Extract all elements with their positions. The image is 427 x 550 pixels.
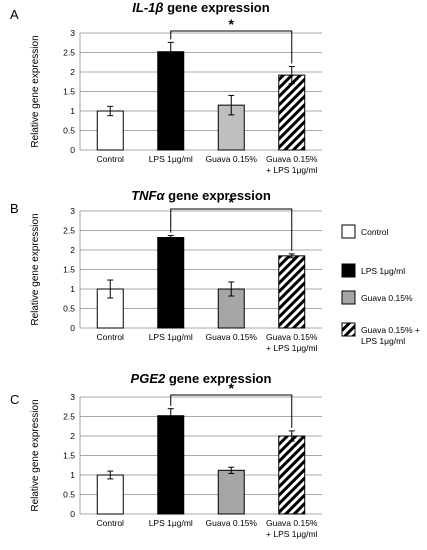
y-tick-label: 1 — [70, 470, 75, 480]
legend-label: Guava 0.15% + — [361, 325, 420, 335]
x-tick-label: LPS 1μg/ml — [149, 332, 193, 342]
legend-swatch — [341, 224, 356, 239]
significance-bracket — [170, 394, 293, 428]
y-tick-label: 3 — [70, 28, 75, 38]
x-tick-label: Guava 0.15% — [205, 518, 257, 528]
y-tick-label: 2 — [70, 245, 75, 255]
bar — [278, 435, 306, 515]
y-axis-label: Relative gene expression — [30, 399, 41, 511]
bar — [157, 237, 185, 329]
y-tick-label: 0.5 — [63, 126, 75, 136]
x-tick-label: Guava 0.15% — [266, 332, 318, 342]
chart-title-rest: gene expression — [165, 371, 271, 386]
legend-swatch — [341, 290, 356, 305]
y-tick-label: 0 — [70, 145, 75, 155]
chart-title-rest: gene expression — [165, 188, 271, 203]
significance-bracket — [170, 30, 293, 64]
x-tick-label: Guava 0.15% — [266, 518, 318, 528]
legend-swatch — [341, 322, 356, 337]
x-tick-label: + LPS 1μg/ml — [266, 165, 318, 175]
panel-letter: A — [10, 7, 19, 22]
bar — [278, 74, 306, 151]
legend-swatch — [341, 263, 356, 278]
y-tick-label: 1 — [70, 106, 75, 116]
chart-panel-a: A IL-1β gene expression 0 0.5 1 1.5 2 2.5 3 Relat… — [10, 0, 322, 175]
chart-title-italic: IL-1β — [132, 0, 163, 15]
panel-letter: C — [10, 392, 19, 407]
y-tick-label: 0 — [70, 509, 75, 519]
bar — [278, 255, 306, 329]
chart-panel-c: C PGE2 gene expression 0 0.5 1 1.5 2 2.5 3 Relati… — [10, 371, 322, 539]
y-tick-label: 2 — [70, 431, 75, 441]
significance-bracket — [170, 208, 293, 251]
chart-title-italic: PGE2 — [131, 371, 166, 386]
bar — [96, 110, 124, 151]
x-tick-label: Guava 0.15% — [205, 332, 257, 342]
y-tick-label: 2.5 — [63, 48, 75, 58]
y-tick-label: 0.5 — [63, 490, 75, 500]
chart-title: PGE2 gene expression — [131, 371, 272, 386]
bar — [217, 469, 245, 515]
x-tick-label: Control — [97, 518, 125, 528]
y-tick-label: 2.5 — [63, 226, 75, 236]
legend: Control LPS 1μg/ml Guava 0.15% Guava 0.15% … — [341, 224, 420, 346]
bar — [157, 51, 185, 151]
x-tick-label: + LPS 1μg/ml — [266, 343, 318, 353]
y-tick-label: 0 — [70, 323, 75, 333]
y-tick-label: 3 — [70, 206, 75, 216]
chart-panel-b: B TNFα gene expression 0 0.5 1 1.5 2 2.5 3 Relati… — [10, 188, 322, 353]
panel-letter: B — [10, 201, 19, 216]
x-tick-label: Control — [97, 154, 125, 164]
x-tick-label: LPS 1μg/ml — [149, 518, 193, 528]
x-tick-label: Guava 0.15% — [205, 154, 257, 164]
significance-label: * — [229, 380, 235, 396]
y-axis-label: Relative gene expression — [30, 213, 41, 325]
x-tick-label: Guava 0.15% — [266, 154, 318, 164]
x-tick-label: Control — [97, 332, 125, 342]
significance-label: * — [229, 194, 235, 210]
bar — [157, 415, 185, 515]
chart-title-italic: TNFα — [131, 188, 165, 203]
y-tick-label: 2.5 — [63, 412, 75, 422]
legend-label: LPS 1μg/ml — [361, 336, 405, 346]
x-tick-label: + LPS 1μg/ml — [266, 529, 318, 539]
chart-title-rest: gene expression — [163, 0, 269, 15]
legend-label: LPS 1μg/ml — [361, 266, 405, 276]
chart-title: IL-1β gene expression — [132, 0, 269, 15]
y-tick-label: 0.5 — [63, 304, 75, 314]
y-tick-label: 1.5 — [63, 451, 75, 461]
bar — [96, 474, 124, 515]
chart-title: TNFα gene expression — [131, 188, 271, 203]
y-tick-label: 3 — [70, 392, 75, 402]
y-axis-label: Relative gene expression — [30, 35, 41, 147]
y-tick-label: 1.5 — [63, 265, 75, 275]
bar — [217, 104, 245, 151]
y-tick-label: 2 — [70, 67, 75, 77]
x-tick-label: LPS 1μg/ml — [149, 154, 193, 164]
y-tick-label: 1.5 — [63, 87, 75, 97]
legend-label: Control — [361, 227, 389, 237]
y-tick-label: 1 — [70, 284, 75, 294]
significance-label: * — [229, 16, 235, 32]
legend-label: Guava 0.15% — [361, 293, 413, 303]
